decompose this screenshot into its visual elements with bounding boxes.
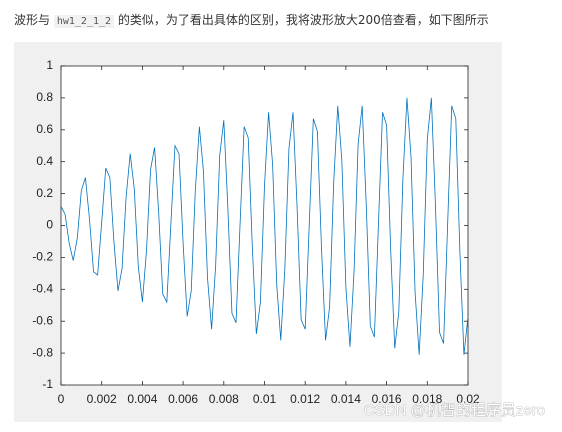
plot-area	[60, 65, 469, 386]
x-tick-label: 0.008	[209, 392, 239, 406]
marks: -1 -0.8 -0.6 -0.4 -0.2 0 0.2 0.4 0.6 0.8 1 0 0.002 0.…	[32, 58, 480, 406]
y-tick-label: 1	[46, 58, 53, 72]
y-tick-label: 0	[46, 218, 53, 232]
y-tick-label: -0.6	[32, 313, 53, 327]
x-tick-label: 0.012	[290, 392, 320, 406]
x-tick-label: 0.016	[372, 392, 402, 406]
x-tick-label: 0.002	[87, 392, 117, 406]
x-tick-label: 0	[58, 392, 65, 406]
intro-text: 波形与 hw1_2_1_2 的类似，为了看出具体的区别，我将波形放大200倍查看…	[14, 11, 489, 28]
line-series	[60, 97, 469, 355]
x-tick-label: 0.004	[127, 392, 157, 406]
y-tick-label: 0.6	[36, 122, 53, 136]
y-tick-label: -0.2	[32, 250, 53, 264]
watermark: CSDN @机智的程序员zero	[364, 401, 545, 419]
intro-after: 的类似，为了看出具体的区别，我将波形放大200倍查看，如下图所示	[114, 13, 489, 27]
y-tick-label: 0.2	[36, 186, 53, 200]
y-tick-label: 0.4	[36, 154, 53, 168]
x-tick-label: 0.014	[331, 392, 361, 406]
x-tick-label: 0.018	[412, 392, 442, 406]
x-tick-label: 0.006	[168, 392, 198, 406]
y-tick-label: -0.8	[32, 345, 53, 359]
x-tick-label: 0.01	[253, 392, 277, 406]
intro-before: 波形与	[14, 13, 54, 27]
y-tick-label: -1	[42, 377, 53, 391]
y-tick-label: -0.4	[32, 281, 53, 295]
y-tick-label: 0.8	[36, 90, 53, 104]
x-tick-label: 0.02	[456, 392, 480, 406]
inline-code: hw1_2_1_2	[53, 15, 115, 28]
